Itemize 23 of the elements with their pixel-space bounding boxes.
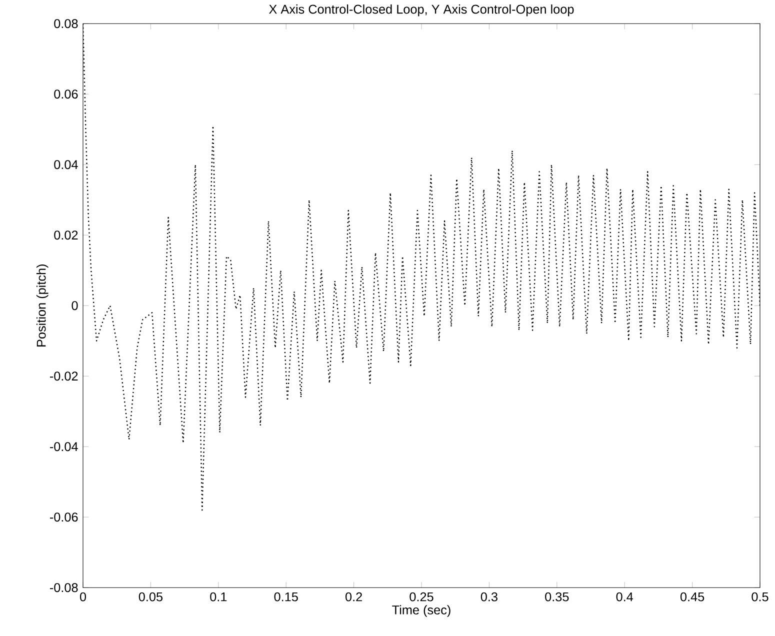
x-tick-label: 0.1 bbox=[210, 592, 227, 602]
y-tick-label: -0.06 bbox=[50, 512, 78, 522]
x-tick-label: 0 bbox=[80, 592, 86, 602]
y-tick-label: 0.04 bbox=[54, 160, 78, 170]
chart-title: X Axis Control-Closed Loop, Y Axis Control-Open loop bbox=[269, 4, 574, 16]
x-tick-label: 0.45 bbox=[680, 592, 704, 602]
y-tick-label: 0.02 bbox=[54, 230, 78, 240]
y-tick-label: -0.08 bbox=[50, 583, 78, 592]
x-tick-label: 0.4 bbox=[616, 592, 634, 602]
y-tick-label: -0.02 bbox=[50, 372, 78, 381]
x-tick-label: 0.5 bbox=[752, 592, 768, 602]
x-tick-label: 0.05 bbox=[138, 592, 163, 602]
y-axis-title: Position (pitch) bbox=[36, 264, 48, 347]
x-tick-label: 0.35 bbox=[545, 592, 569, 602]
x-tick-label: 0.2 bbox=[346, 592, 362, 602]
y-tick-label: 0.06 bbox=[54, 90, 78, 99]
x-tick-label: 0.25 bbox=[410, 592, 434, 602]
x-axis-title: Time (sec) bbox=[392, 605, 450, 618]
x-tick-label: 0.15 bbox=[274, 592, 298, 602]
y-tick-label: 0.08 bbox=[54, 19, 78, 28]
y-tick-label: 0 bbox=[72, 301, 78, 310]
x-tick-label: 0.3 bbox=[480, 592, 498, 602]
y-tick-label: -0.04 bbox=[50, 442, 78, 452]
